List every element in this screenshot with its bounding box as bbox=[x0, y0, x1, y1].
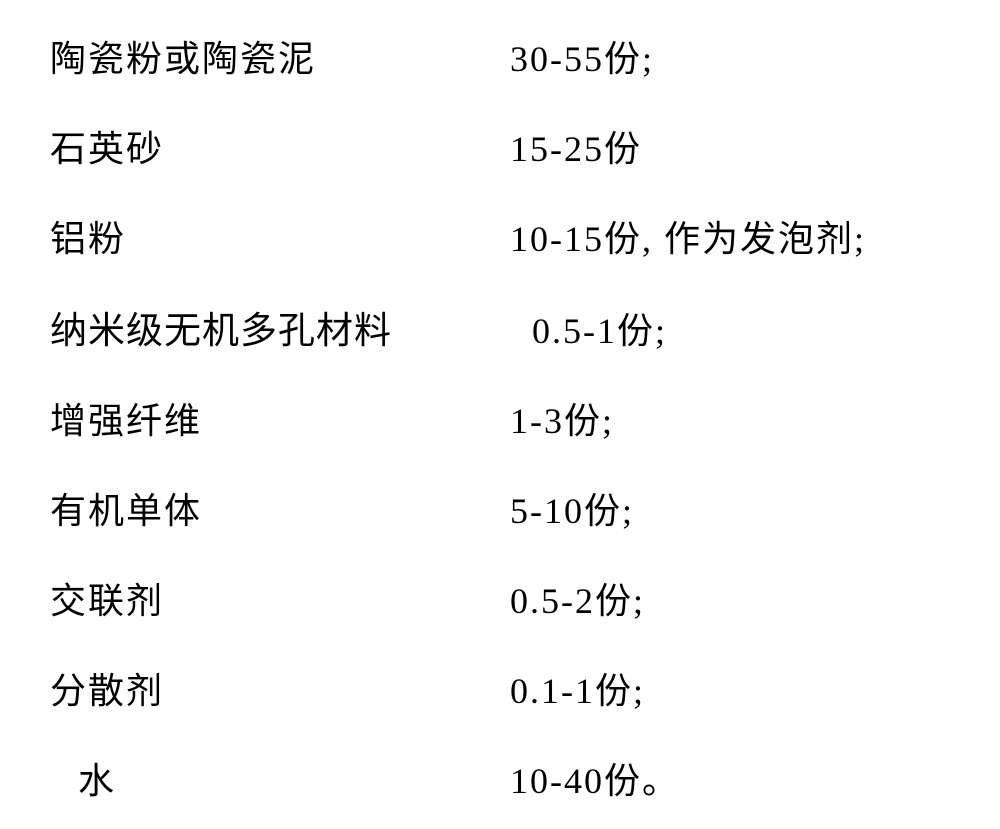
table-row: 交联剂0.5-2份; bbox=[50, 572, 950, 624]
ingredient-label: 水 bbox=[50, 752, 510, 804]
ingredient-label: 增强纤维 bbox=[50, 392, 510, 444]
ingredient-value: 10-40份。 bbox=[510, 752, 680, 804]
ingredient-value: 30-55份; bbox=[510, 30, 654, 82]
ingredient-value: 15-25份 bbox=[510, 120, 642, 172]
ingredient-label: 分散剂 bbox=[50, 662, 510, 714]
ingredient-label: 石英砂 bbox=[50, 120, 510, 172]
table-row: 分散剂0.1-1份; bbox=[50, 662, 950, 714]
ingredient-value: 1-3份; bbox=[510, 392, 614, 444]
table-row: 石英砂15-25份 bbox=[50, 120, 950, 172]
table-row: 纳米级无机多孔材料 0.5-1份; bbox=[50, 300, 950, 354]
ingredient-label: 陶瓷粉或陶瓷泥 bbox=[50, 30, 510, 82]
ingredient-value: 0.1-1份; bbox=[510, 662, 645, 714]
table-row: 陶瓷粉或陶瓷泥30-55份; bbox=[50, 30, 950, 82]
ingredient-label: 交联剂 bbox=[50, 572, 510, 624]
table-row: 水10-40份。 bbox=[50, 752, 950, 804]
table-row: 铝粉10-15份, 作为发泡剂; bbox=[50, 210, 950, 262]
ingredients-table: 陶瓷粉或陶瓷泥30-55份;石英砂15-25份铝粉10-15份, 作为发泡剂;纳… bbox=[50, 30, 950, 804]
ingredient-label: 有机单体 bbox=[50, 482, 510, 534]
ingredient-value: 10-15份, 作为发泡剂; bbox=[510, 210, 866, 262]
ingredient-value: 0.5-2份; bbox=[510, 572, 645, 624]
ingredient-label: 铝粉 bbox=[50, 210, 510, 262]
table-row: 有机单体5-10份; bbox=[50, 482, 950, 534]
table-row: 增强纤维1-3份; bbox=[50, 392, 950, 444]
ingredient-value: 0.5-1份; bbox=[532, 302, 667, 354]
ingredient-label: 纳米级无机多孔材料 bbox=[50, 300, 510, 354]
ingredient-value: 5-10份; bbox=[510, 482, 634, 534]
